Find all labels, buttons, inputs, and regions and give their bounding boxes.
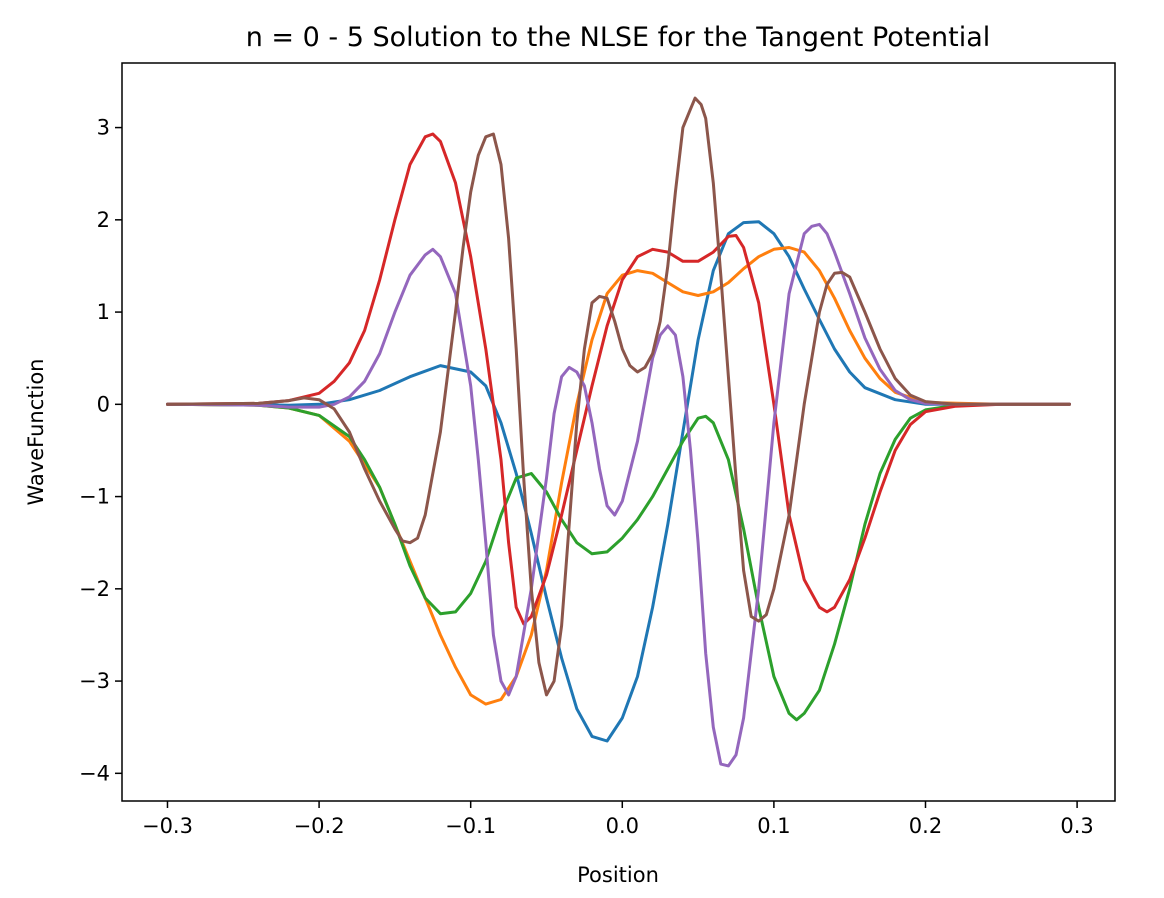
y-tick-label: 0 bbox=[97, 392, 110, 416]
series-line-3 bbox=[166, 132, 1071, 626]
y-axis: −4 −3 −2 −1 0 1 2 3 bbox=[79, 116, 122, 785]
y-tick-label: 2 bbox=[97, 208, 110, 232]
x-tick-label: −0.2 bbox=[294, 814, 345, 838]
x-tick-label: 0.2 bbox=[909, 814, 942, 838]
x-tick-label: 0.3 bbox=[1060, 814, 1093, 838]
x-axis: −0.3 −0.2 −0.1 0.0 0.1 0.2 0.3 bbox=[142, 801, 1094, 838]
series-line-1 bbox=[166, 246, 1071, 706]
x-axis-label: Position bbox=[577, 863, 659, 887]
series-line-0 bbox=[166, 220, 1071, 743]
y-tick-label: −4 bbox=[79, 761, 110, 785]
plot-frame bbox=[121, 62, 1116, 802]
x-tick-label: 0.0 bbox=[606, 814, 639, 838]
series-layer bbox=[166, 96, 1071, 768]
chart-title: n = 0 - 5 Solution to the NLSE for the T… bbox=[246, 22, 991, 53]
y-tick-label: −1 bbox=[79, 485, 110, 509]
series-line-5 bbox=[166, 96, 1071, 697]
y-tick-label: −3 bbox=[79, 669, 110, 693]
y-tick-label: −2 bbox=[79, 577, 110, 601]
x-tick-label: −0.3 bbox=[142, 814, 193, 838]
series-line-2 bbox=[166, 402, 1071, 722]
series-line-4 bbox=[166, 222, 1071, 768]
y-tick-label: 3 bbox=[97, 116, 110, 140]
x-tick-label: 0.1 bbox=[757, 814, 790, 838]
y-axis-label: WaveFunction bbox=[24, 359, 48, 506]
x-tick-label: −0.1 bbox=[445, 814, 496, 838]
y-tick-label: 1 bbox=[97, 300, 110, 324]
